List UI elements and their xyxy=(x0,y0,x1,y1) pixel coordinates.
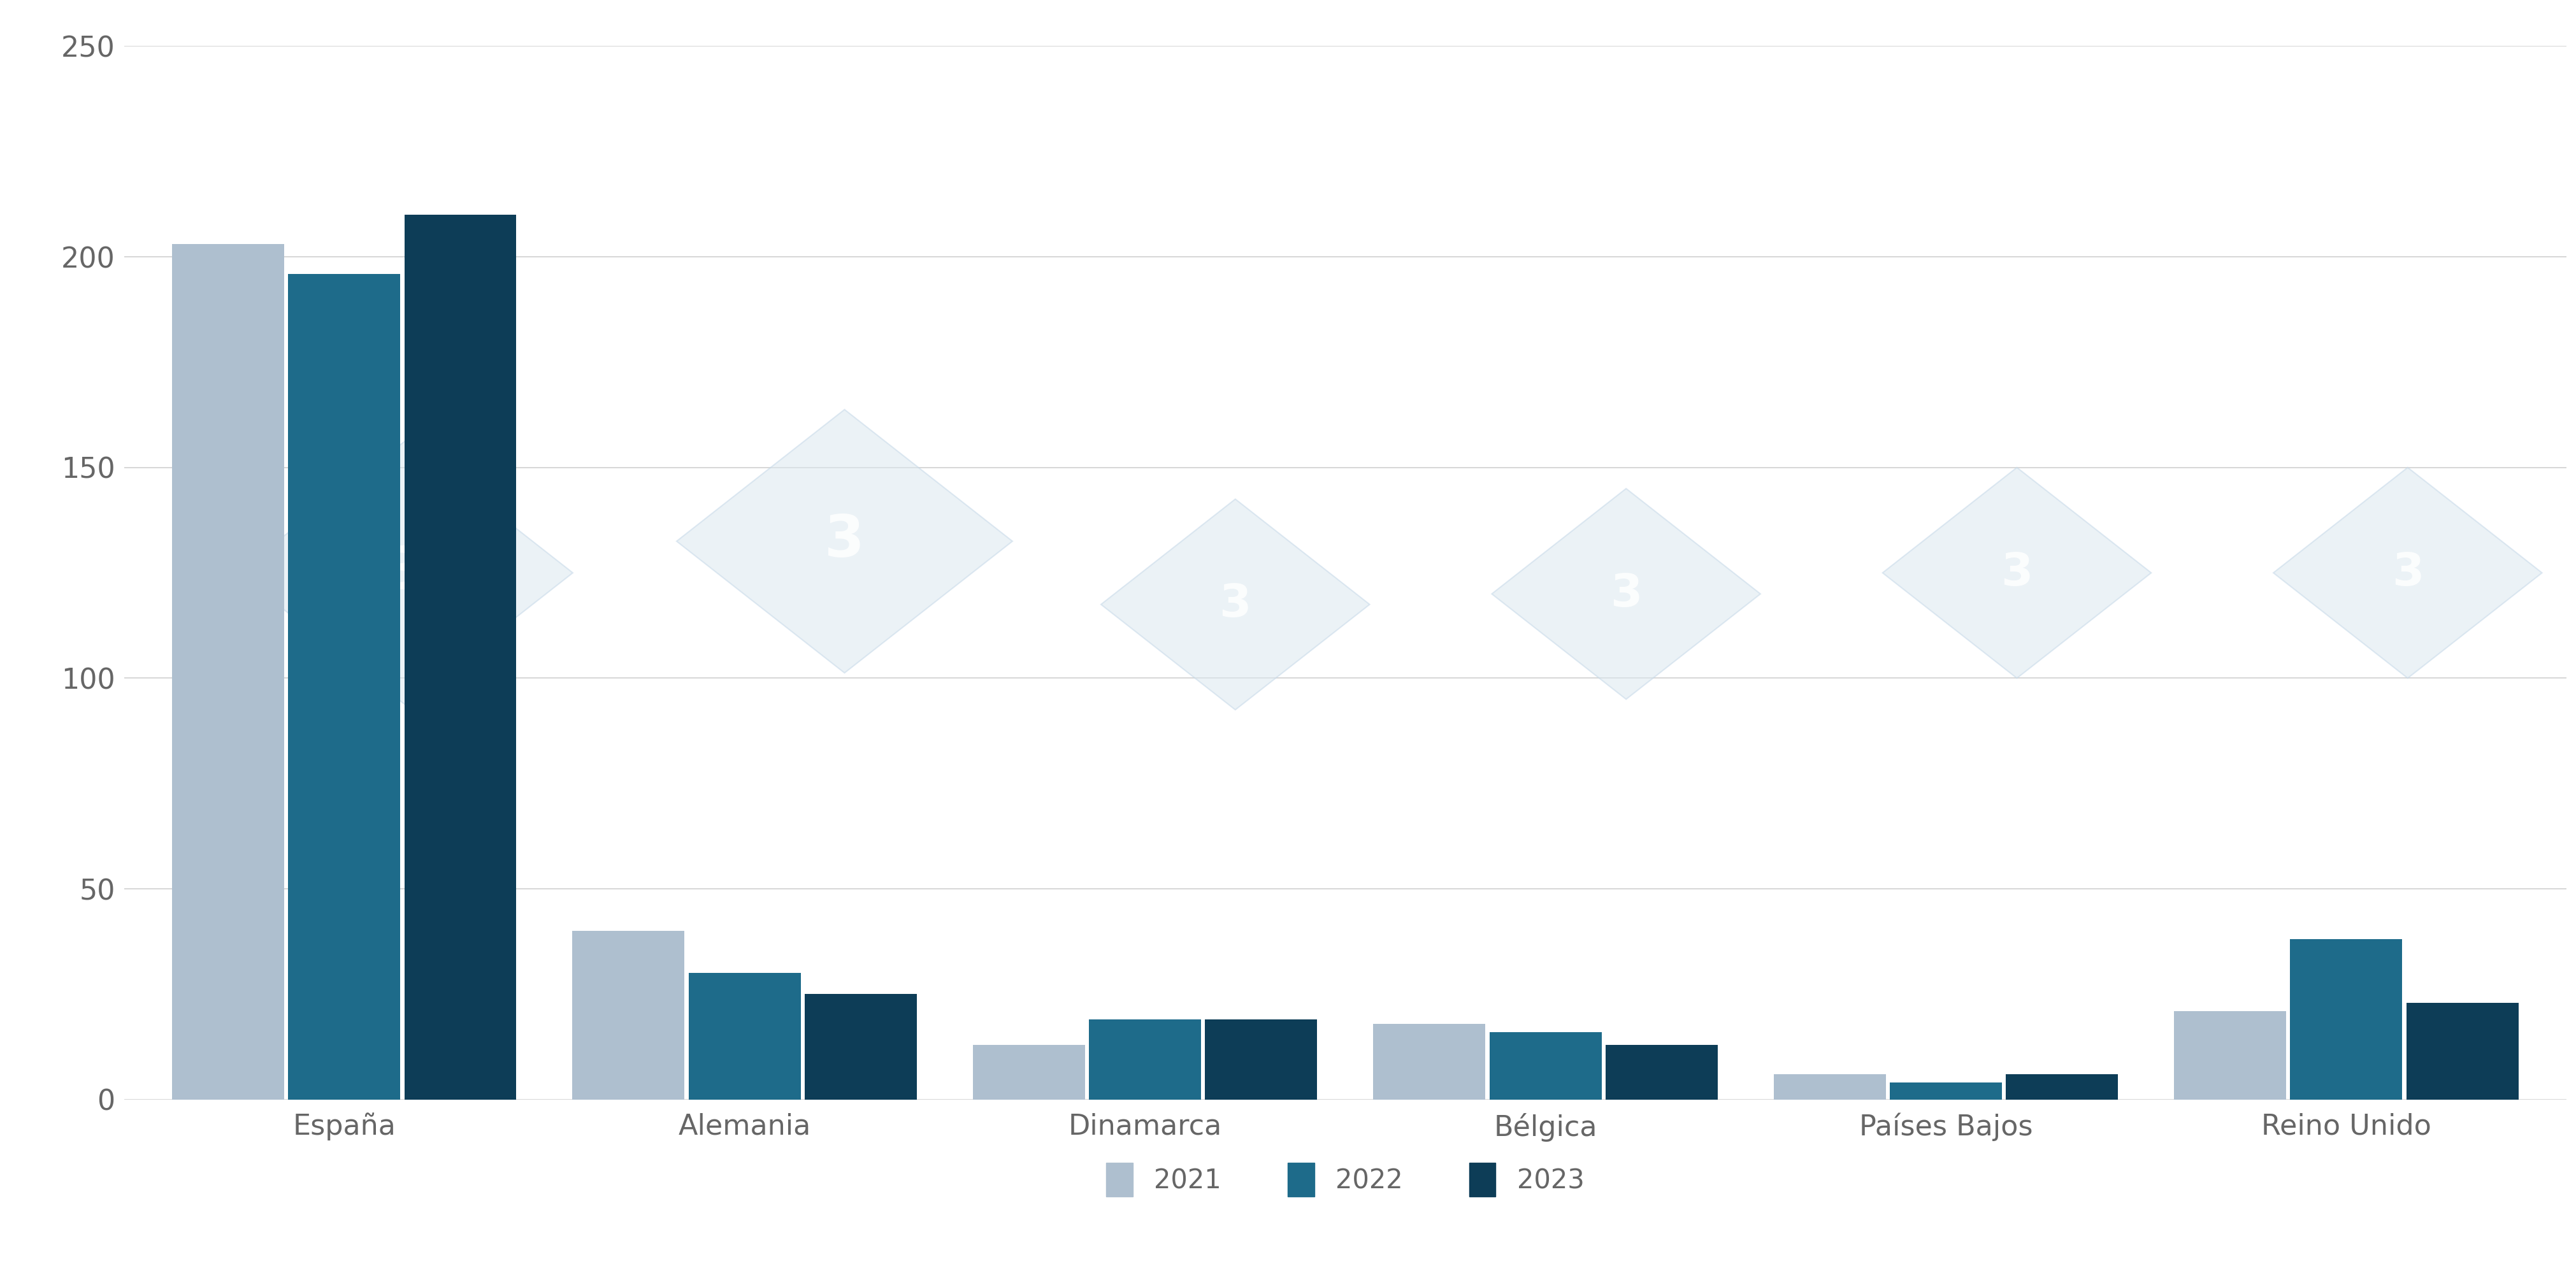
Bar xyxy=(688,973,801,1099)
Bar xyxy=(2290,940,2403,1099)
Text: 3: 3 xyxy=(2002,551,2032,595)
Bar xyxy=(1891,1082,2002,1099)
Bar xyxy=(1605,1045,1718,1099)
Legend: 2021, 2022, 2023: 2021, 2022, 2023 xyxy=(1095,1152,1595,1207)
Text: 3: 3 xyxy=(384,544,425,601)
Bar xyxy=(1206,1019,1316,1099)
Bar xyxy=(2406,1003,2519,1099)
Polygon shape xyxy=(1492,489,1759,699)
Polygon shape xyxy=(237,441,572,704)
Text: 3: 3 xyxy=(824,514,866,569)
Bar xyxy=(804,994,917,1099)
Polygon shape xyxy=(1883,467,2151,678)
Bar xyxy=(1775,1075,1886,1099)
Text: 3: 3 xyxy=(2391,551,2424,595)
Polygon shape xyxy=(1100,499,1370,709)
Bar xyxy=(1373,1023,1486,1099)
Bar xyxy=(2007,1075,2117,1099)
Bar xyxy=(1090,1019,1200,1099)
Bar xyxy=(173,245,283,1099)
Text: 3: 3 xyxy=(1610,571,1641,616)
Bar xyxy=(2174,1012,2285,1099)
Text: 3: 3 xyxy=(1218,583,1252,627)
Polygon shape xyxy=(677,409,1012,673)
Bar xyxy=(404,215,515,1099)
Polygon shape xyxy=(2275,467,2543,678)
Bar xyxy=(289,274,399,1099)
Bar xyxy=(572,931,685,1099)
Bar xyxy=(1489,1032,1602,1099)
Bar xyxy=(974,1045,1084,1099)
